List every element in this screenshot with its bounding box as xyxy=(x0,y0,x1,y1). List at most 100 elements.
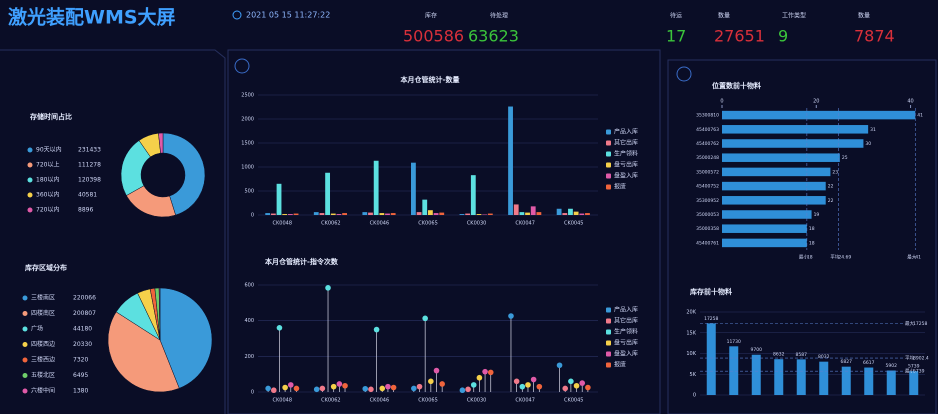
lollipop-head xyxy=(568,378,574,385)
lollipop-head xyxy=(519,383,526,390)
legend-label: 720以上 xyxy=(36,161,59,169)
bar xyxy=(909,371,919,395)
lollipop-head xyxy=(379,385,386,392)
legend-swatch xyxy=(22,311,28,316)
bar xyxy=(476,214,482,215)
kpi-value: 9 xyxy=(778,27,788,46)
legend-swatch xyxy=(606,329,611,335)
bar xyxy=(276,183,282,215)
mark-line-label: 最大 xyxy=(907,254,916,261)
lollipop-head xyxy=(579,380,586,386)
bar xyxy=(556,208,562,215)
legend-label: 90天以内 xyxy=(36,146,62,154)
y-tick-label: 2500 xyxy=(241,93,254,99)
legend-label: 三楼西边 xyxy=(31,356,55,364)
mark-line-value: 17258 xyxy=(913,321,927,327)
lollipop-head xyxy=(573,382,580,389)
data-label: 18 xyxy=(809,240,815,246)
bar xyxy=(568,208,573,215)
mark-line-label: 最小 xyxy=(905,368,914,375)
lollipop-head xyxy=(373,326,380,333)
lollipop-head xyxy=(482,368,488,375)
bar xyxy=(722,167,831,177)
x-tick-label: 40 xyxy=(907,99,913,105)
legend-swatch xyxy=(22,295,28,301)
bar xyxy=(362,212,368,215)
legend-label: 生产领料 xyxy=(614,150,638,158)
legend-label: 广场 xyxy=(31,325,43,333)
lollipop-head xyxy=(282,384,288,391)
legend-value: 6495 xyxy=(73,372,88,379)
datetime: 2021 05 15 11:27:22 xyxy=(246,11,330,20)
bar xyxy=(886,370,896,395)
bar xyxy=(325,172,331,215)
x-tick-label: CK0062 xyxy=(321,398,341,404)
legend-swatch xyxy=(22,373,28,378)
y-tick-label: 5K xyxy=(690,372,697,378)
bar xyxy=(573,211,579,215)
data-label: 22 xyxy=(828,184,834,190)
bar xyxy=(864,367,874,395)
lollipop-head xyxy=(476,374,483,381)
bar xyxy=(287,214,293,215)
y-tick-label: 0 xyxy=(251,213,254,219)
legend-value: 120398 xyxy=(78,177,101,184)
data-label: 18 xyxy=(809,226,815,232)
legend-value: 40581 xyxy=(78,192,97,199)
ornament xyxy=(234,58,250,74)
x-tick-label: CK0048 xyxy=(273,221,293,227)
legend-swatch xyxy=(27,177,33,183)
legend-label: 盘盈入库 xyxy=(614,172,638,180)
bar xyxy=(282,214,288,215)
legend-label: 六楼中间 xyxy=(31,387,55,395)
mark-line-value: 24.69 xyxy=(838,255,851,261)
y-tick-label: 45400762 xyxy=(696,141,719,147)
lollipop-head xyxy=(368,386,374,393)
bar xyxy=(722,139,864,148)
lollipop-head xyxy=(270,387,277,394)
legend-label: 盘盈入库 xyxy=(614,350,638,358)
chart-title: 本月仓管统计-指令次数 xyxy=(264,257,339,266)
y-tick-label: 1500 xyxy=(241,141,254,147)
legend-swatch xyxy=(27,147,33,153)
legend-label: 盘亏出库 xyxy=(614,339,638,347)
y-tick-label: 0 xyxy=(251,390,254,396)
mark-line-label: 最大 xyxy=(905,320,914,327)
left-frame xyxy=(0,49,226,414)
legend-label: 报废 xyxy=(614,361,626,369)
mark-line-label: 平均 xyxy=(905,355,914,362)
lollipop-head xyxy=(287,382,294,388)
legend-value: 8896 xyxy=(78,207,93,214)
y-tick-label: 45400761 xyxy=(696,240,719,246)
chart-title: 库存区域分布 xyxy=(25,263,67,272)
y-tick-label: 35300810 xyxy=(696,113,719,119)
legend-label: 其它出库 xyxy=(614,317,638,325)
kpi-value: 27651 xyxy=(714,27,765,46)
kpi-label: 工作类型 xyxy=(782,12,806,20)
pie-slice xyxy=(158,132,164,154)
lollipop-head xyxy=(513,378,520,385)
kpi-value: 500586 xyxy=(403,27,464,46)
x-tick-label: 20 xyxy=(813,99,819,105)
bar xyxy=(841,366,851,395)
lollipop-head xyxy=(536,383,543,390)
data-label: 31 xyxy=(870,127,876,133)
pie-slice xyxy=(107,311,180,393)
middle-frame xyxy=(227,49,661,414)
lollipop-head xyxy=(330,383,337,390)
bar xyxy=(368,212,373,215)
kpi-value: 17 xyxy=(666,27,686,46)
mark-line-label: 平均 xyxy=(830,254,839,261)
legend-value: 44180 xyxy=(73,326,92,333)
x-tick-label: CK0047 xyxy=(515,398,535,404)
bar xyxy=(313,212,319,215)
mark-line-label: 最小 xyxy=(799,254,808,261)
legend-swatch xyxy=(22,388,28,394)
data-label: 8032 xyxy=(818,354,830,360)
bar xyxy=(722,153,840,162)
page-title: 激光装配WMS大屏 xyxy=(8,6,176,29)
x-tick-label: CK0045 xyxy=(564,398,584,404)
bar xyxy=(470,175,476,215)
lollipop-head xyxy=(265,385,271,392)
ornament xyxy=(676,66,692,82)
